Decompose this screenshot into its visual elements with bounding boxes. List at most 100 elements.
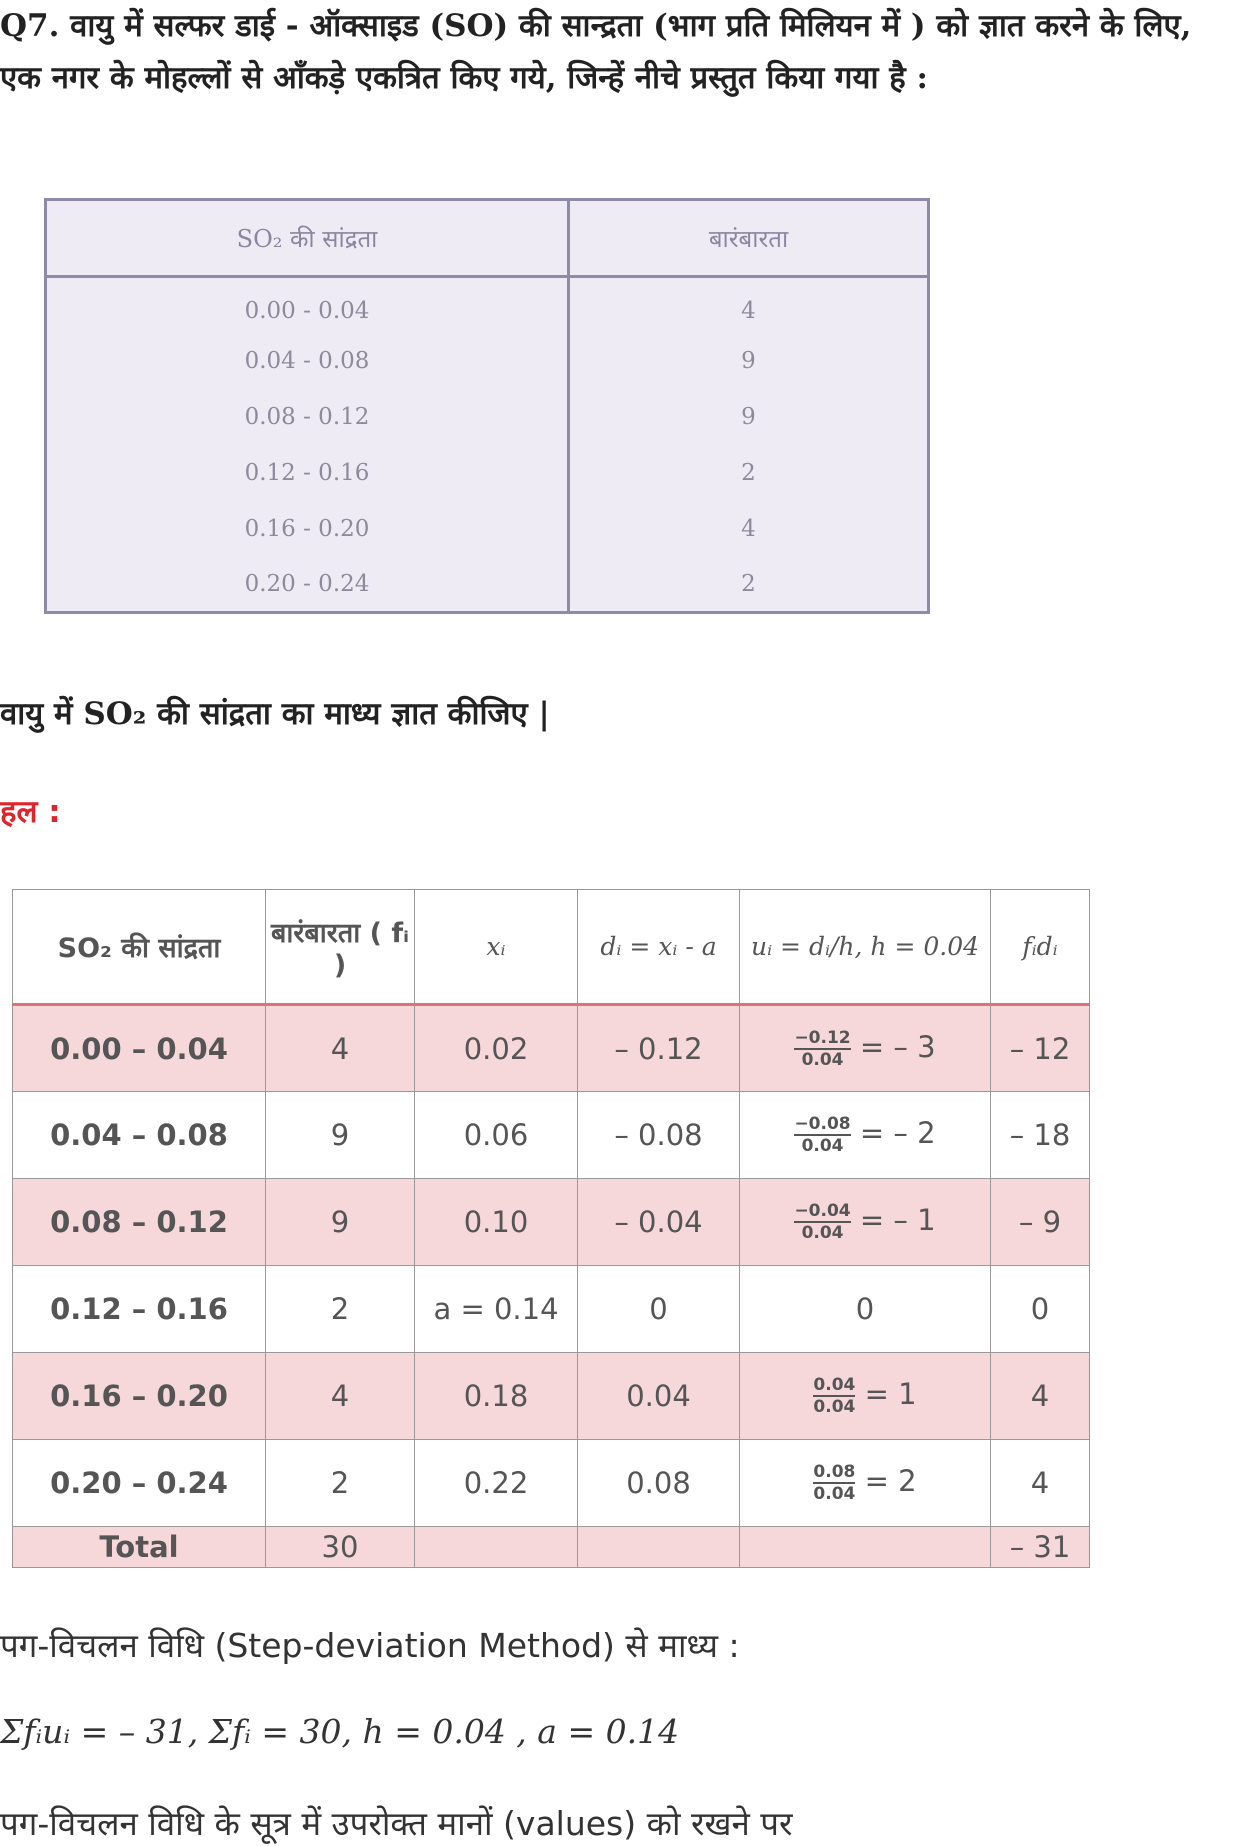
xi-cell: 0.06	[414, 1091, 578, 1179]
frequency-table: SO₂ की सांद्रता बारंबारता 0.00 - 0.04 4 0.…	[44, 198, 930, 614]
di-cell: 0.08	[577, 1439, 740, 1527]
total-frequency: 30	[265, 1526, 415, 1568]
numerator: 0.04	[813, 1375, 856, 1397]
method-line: पग-विचलन विधि (Step-deviation Method) से…	[0, 1626, 740, 1665]
ui-value: 0	[855, 1292, 875, 1326]
table-row: 0.08 – 0.12 9 0.10 – 0.04 −0.04 0.04 = – …	[12, 1178, 1090, 1266]
xi-cell: 0.18	[414, 1352, 578, 1440]
frequency-cell: 4	[567, 500, 930, 557]
table-row: 0.20 - 0.24 2	[44, 556, 930, 613]
ui-cell: 0.08 0.04 = 2	[739, 1439, 991, 1527]
denominator: 0.04	[801, 1049, 844, 1070]
table-row: 0.16 – 0.20 4 0.18 0.04 0.04 0.04 = 1 4	[12, 1352, 1090, 1440]
total-row: Total 30 – 31	[12, 1526, 1090, 1568]
concentration-cell: 0.20 – 0.24	[12, 1439, 266, 1527]
header-fidi: fᵢdᵢ	[990, 889, 1090, 1006]
di-cell: – 0.08	[577, 1091, 740, 1179]
fraction: −0.04 0.04	[794, 1201, 851, 1243]
xi-cell: 0.22	[414, 1439, 578, 1527]
frequency-cell: 2	[265, 1265, 415, 1353]
ui-cell: 0	[739, 1265, 991, 1353]
table-row: 0.12 – 0.16 2 a = 0.14 0 0 0	[12, 1265, 1090, 1353]
fidi-cell: 0	[990, 1265, 1090, 1353]
ui-cell: −0.08 0.04 = – 2	[739, 1091, 991, 1179]
header-concentration: SO₂ की सांद्रता	[12, 889, 266, 1006]
table-row: 0.12 - 0.16 2	[44, 444, 930, 501]
di-cell: 0.04	[577, 1352, 740, 1440]
frequency-cell: 9	[265, 1178, 415, 1266]
total-label: Total	[12, 1526, 266, 1568]
header-concentration: SO₂ की सांद्रता	[44, 198, 570, 278]
denominator: 0.04	[813, 1397, 856, 1417]
table-row: 0.04 - 0.08 9	[44, 332, 930, 389]
solution-table: SO₂ की सांद्रता बारंबारता ( fᵢ ) xᵢ dᵢ =…	[12, 889, 1090, 1568]
fidi-cell: 4	[990, 1352, 1090, 1440]
frequency-cell: 9	[265, 1091, 415, 1179]
header-ui: uᵢ = dᵢ/h, h = 0.04	[739, 889, 991, 1006]
table-row: 0.04 – 0.08 9 0.06 – 0.08 −0.08 0.04 = – …	[12, 1091, 1090, 1179]
frequency-cell: 4	[265, 1352, 415, 1440]
ui-value: = – 1	[859, 1203, 936, 1237]
concentration-cell: 0.12 - 0.16	[44, 444, 570, 501]
frequency-cell: 4	[265, 1004, 415, 1092]
frequency-cell: 2	[265, 1439, 415, 1527]
concentration-cell: 0.04 - 0.08	[44, 332, 570, 389]
fidi-cell: – 12	[990, 1004, 1090, 1092]
concentration-cell: 0.00 - 0.04	[44, 276, 570, 333]
numerator: 0.08	[813, 1462, 856, 1484]
header-frequency: बारंबारता	[567, 198, 930, 278]
concentration-cell: 0.16 - 0.20	[44, 500, 570, 557]
table-row: 0.20 – 0.24 2 0.22 0.08 0.08 0.04 = 2 4	[12, 1439, 1090, 1527]
di-cell: – 0.04	[577, 1178, 740, 1266]
frequency-cell: 9	[567, 388, 930, 445]
solution-label: हल :	[0, 794, 61, 830]
ui-cell: −0.04 0.04 = – 1	[739, 1178, 991, 1266]
empty-cell	[414, 1526, 578, 1568]
fidi-cell: – 9	[990, 1178, 1090, 1266]
denominator: 0.04	[813, 1484, 856, 1504]
frequency-cell: 2	[567, 444, 930, 501]
denominator: 0.04	[801, 1223, 844, 1243]
fraction: 0.04 0.04	[813, 1375, 856, 1417]
concentration-cell: 0.20 - 0.24	[44, 556, 570, 613]
xi-cell: 0.02	[414, 1004, 578, 1092]
sums-line: Σfᵢuᵢ = – 31, Σfᵢ = 30, h = 0.04 , a = 0…	[0, 1712, 680, 1751]
empty-cell	[577, 1526, 740, 1568]
table-row: 0.08 - 0.12 9	[44, 388, 930, 445]
fidi-cell: – 18	[990, 1091, 1090, 1179]
numerator: −0.08	[794, 1114, 851, 1136]
header-di: dᵢ = xᵢ - a	[577, 889, 740, 1006]
frequency-cell: 2	[567, 556, 930, 613]
fraction: 0.08 0.04	[813, 1462, 856, 1504]
ui-value: = – 2	[859, 1116, 936, 1150]
xi-cell: a = 0.14	[414, 1265, 578, 1353]
header-xi: xᵢ	[414, 889, 578, 1006]
ui-value: = – 3	[859, 1029, 936, 1064]
fraction: −0.12 0.04	[794, 1027, 851, 1070]
ui-value: = 1	[864, 1377, 917, 1411]
header-frequency: बारंबारता ( fᵢ )	[265, 889, 415, 1006]
fidi-cell: 4	[990, 1439, 1090, 1527]
concentration-cell: 0.16 – 0.20	[12, 1352, 266, 1440]
task-text: वायु में SO₂ की सांद्रता का माध्य ज्ञात …	[0, 696, 550, 732]
fraction: −0.08 0.04	[794, 1114, 851, 1156]
concentration-cell: 0.04 – 0.08	[12, 1091, 266, 1179]
concentration-cell: 0.08 - 0.12	[44, 388, 570, 445]
xi-cell: 0.10	[414, 1178, 578, 1266]
table-row: 0.16 - 0.20 4	[44, 500, 930, 557]
concentration-cell: 0.12 – 0.16	[12, 1265, 266, 1353]
di-cell: – 0.12	[577, 1004, 740, 1092]
numerator: −0.12	[794, 1027, 851, 1050]
empty-cell	[739, 1526, 991, 1568]
substitution-line: पग-विचलन विधि के सूत्र में उपरोक्त मानों…	[0, 1804, 793, 1843]
table-row: 0.00 - 0.04 4	[44, 276, 930, 333]
total-fidi: – 31	[990, 1526, 1090, 1568]
ui-cell: −0.12 0.04 = – 3	[739, 1004, 991, 1092]
concentration-cell: 0.08 – 0.12	[12, 1178, 266, 1266]
frequency-cell: 9	[567, 332, 930, 389]
frequency-cell: 4	[567, 276, 930, 333]
numerator: −0.04	[794, 1201, 851, 1223]
question-text: Q7. वायु में सल्फर डाई - ऑक्साइड (SO) की…	[0, 8, 1192, 96]
table-row: 0.00 – 0.04 4 0.02 – 0.12 −0.12 0.04 = – …	[12, 1004, 1090, 1092]
di-cell: 0	[577, 1265, 740, 1353]
